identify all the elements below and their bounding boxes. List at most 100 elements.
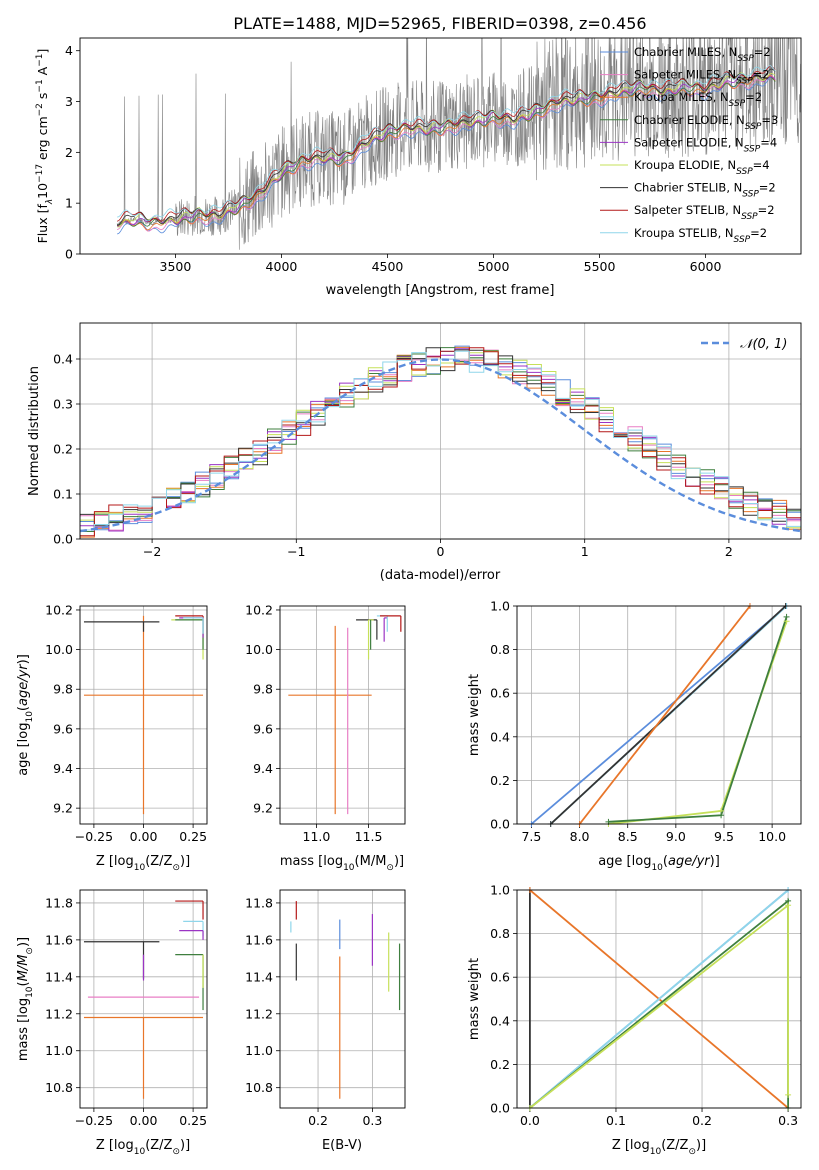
label-part: (Z/Z — [145, 1138, 172, 1153]
weight_vs_Z-xlabel: Z [log10(Z/Z⊙)] — [612, 1138, 706, 1157]
label-part: −2 — [35, 103, 45, 116]
paren: ( — [16, 706, 31, 711]
mass_vs_Z-ylabel: mass [log10(M/M⊙)] — [16, 937, 35, 1061]
spectrum-ylabel: Flux [fλ10−17 erg cm−2 s−1 A−1] — [35, 49, 55, 244]
legend-label: Salpeter MILES, N — [634, 68, 736, 82]
residuals-xlabel: (data-model)/error — [380, 568, 501, 583]
weight_vs_Z-xtick-label: 0.3 — [778, 1113, 798, 1128]
spectrum-model-line — [116, 77, 776, 235]
label-part: age [log — [598, 854, 651, 869]
label-part: ⊙ — [688, 1147, 696, 1157]
age_vs_mass-ytick-label: 9.4 — [253, 761, 273, 776]
spectrum-xtick-label: 4500 — [372, 259, 404, 274]
weight_vs_age-ytick-label: 0.4 — [490, 729, 510, 744]
label-part: ( — [663, 854, 668, 869]
label-part: 10 — [651, 863, 663, 873]
mass_vs_ebv-ytick-label: 11.2 — [245, 1006, 273, 1021]
weight-line — [608, 621, 788, 824]
weight-marker — [718, 812, 725, 819]
label-part: 10 — [35, 183, 50, 199]
spectrum-ytick-label: 3 — [65, 94, 73, 109]
residuals-xtick-label: 0 — [437, 544, 445, 559]
mass_vs_Z-frame — [79, 889, 208, 1109]
weight_vs_age-ytick-label: 0.8 — [490, 642, 510, 657]
label-part: (Z/Z — [661, 1138, 688, 1153]
residuals-frame — [79, 322, 802, 540]
legend-entry: Chabrier MILES, NSSP=2 — [634, 45, 771, 64]
legend-label: Kroupa ELODIE, N — [634, 158, 736, 172]
age_vs_mass-xtick-label: 11.0 — [303, 829, 331, 844]
age_vs_Z-xtick-label: 0.25 — [179, 829, 207, 844]
spectrum-frame — [79, 37, 802, 255]
label-part: )] — [696, 1138, 706, 1153]
weight_vs_Z-ytick-label: 0.8 — [490, 926, 510, 941]
label-part: ⊙ — [172, 1147, 180, 1157]
age_vs_Z-ytick-label: 9.2 — [53, 801, 73, 816]
legend-count: =2 — [745, 90, 762, 104]
mass_vs_Z-ytick-label: 11.8 — [45, 895, 73, 910]
legend-entry: Salpeter MILES, NSSP=2 — [634, 68, 770, 87]
weight_vs_age-ytick-label: 0.6 — [490, 686, 510, 701]
gaussian-curve — [80, 358, 801, 533]
mass_vs_ebv-xlabel: E(B-V) — [322, 1138, 362, 1153]
label-part: (Z/Z — [145, 854, 172, 869]
age_vs_Z-ytick-label: 10.2 — [45, 602, 73, 617]
residual-histogram-step — [80, 347, 801, 537]
weight-line — [608, 616, 788, 823]
legend-sub: SSP — [736, 167, 753, 177]
label-part: −1 — [35, 79, 45, 92]
residuals-xtick-label: −2 — [143, 544, 161, 559]
label-part: )] — [180, 1138, 190, 1153]
mass_vs_ebv-ytick-label: 11.0 — [245, 1043, 273, 1058]
spectrum-plot-area — [116, 38, 801, 250]
label-part: )] — [710, 854, 720, 869]
label-part: λ — [45, 199, 55, 205]
mass_vs_Z-ytick-label: 10.8 — [45, 1080, 73, 1095]
spectrum-xtick-label: 5500 — [584, 259, 616, 274]
age_vs_Z-xtick-label: 0.00 — [130, 829, 158, 844]
legend-sub: SSP — [741, 212, 758, 222]
weight_vs_age-xtick-label: 10.0 — [758, 829, 786, 844]
age_vs_Z-ytick-label: 9.6 — [53, 721, 73, 736]
spectrum-ytick-label: 1 — [65, 196, 73, 211]
residuals-ytick-label: 0.1 — [53, 487, 73, 502]
mass_vs_Z-ytick-label: 11.6 — [45, 932, 73, 947]
age_vs_Z-ytick-label: 9.4 — [53, 761, 73, 776]
weight_vs_Z-xtick-label: 0.1 — [606, 1113, 626, 1128]
weight_vs_age-xtick-label: 8.0 — [570, 829, 590, 844]
weight-line — [529, 890, 789, 1108]
weight_vs_Z-plot-area — [529, 890, 789, 1108]
legend-label: Chabrier STELIB, N — [634, 181, 742, 195]
mass_vs_ebv-ytick-label: 11.4 — [245, 969, 273, 984]
weight_vs_age-xlabel: age [log10(age/yr)] — [598, 854, 720, 873]
legend-count: =4 — [753, 158, 770, 172]
mass_vs_Z-xtick-label: 0.00 — [130, 1113, 158, 1128]
label-part: Flux [f — [35, 204, 50, 244]
age_vs_mass-plot-area — [288, 615, 402, 815]
label-part: 10 — [25, 986, 35, 998]
legend-count: =4 — [760, 135, 777, 149]
legend-count: =3 — [761, 113, 778, 127]
weight-line — [550, 606, 787, 824]
mass_vs_Z-xtick-label: −0.25 — [75, 1113, 113, 1128]
residuals-ytick-label: 0.2 — [53, 442, 73, 457]
spectrum-xtick-label: 4000 — [266, 259, 298, 274]
weight_vs_age-xtick-label: 7.5 — [521, 829, 541, 844]
spectrum-model-line — [117, 72, 776, 228]
weight-line — [530, 606, 788, 824]
label-part: 10 — [134, 1147, 146, 1157]
mass_vs_Z-ytick-label: 11.4 — [45, 969, 73, 984]
age_vs_Z-xlabel: Z [log10(Z/Z⊙)] — [96, 854, 190, 873]
legend-gaussian-label: 𝒩(0, 1) — [740, 337, 787, 352]
residuals-ytick-label: 0.4 — [53, 352, 73, 367]
label-part: ] — [35, 49, 50, 54]
residuals-ytick-label: 0.3 — [53, 397, 73, 412]
weight_vs_Z-ytick-label: 0.4 — [490, 1013, 510, 1028]
mass_vs_Z-xtick-label: 0.25 — [179, 1113, 207, 1128]
age_vs_mass-xtick-label: 11.5 — [355, 829, 383, 844]
weight-marker — [783, 613, 790, 620]
legend-count: =2 — [758, 203, 775, 217]
weight_vs_age-xtick-label: 9.0 — [666, 829, 686, 844]
legend-sub: SSP — [736, 77, 753, 87]
